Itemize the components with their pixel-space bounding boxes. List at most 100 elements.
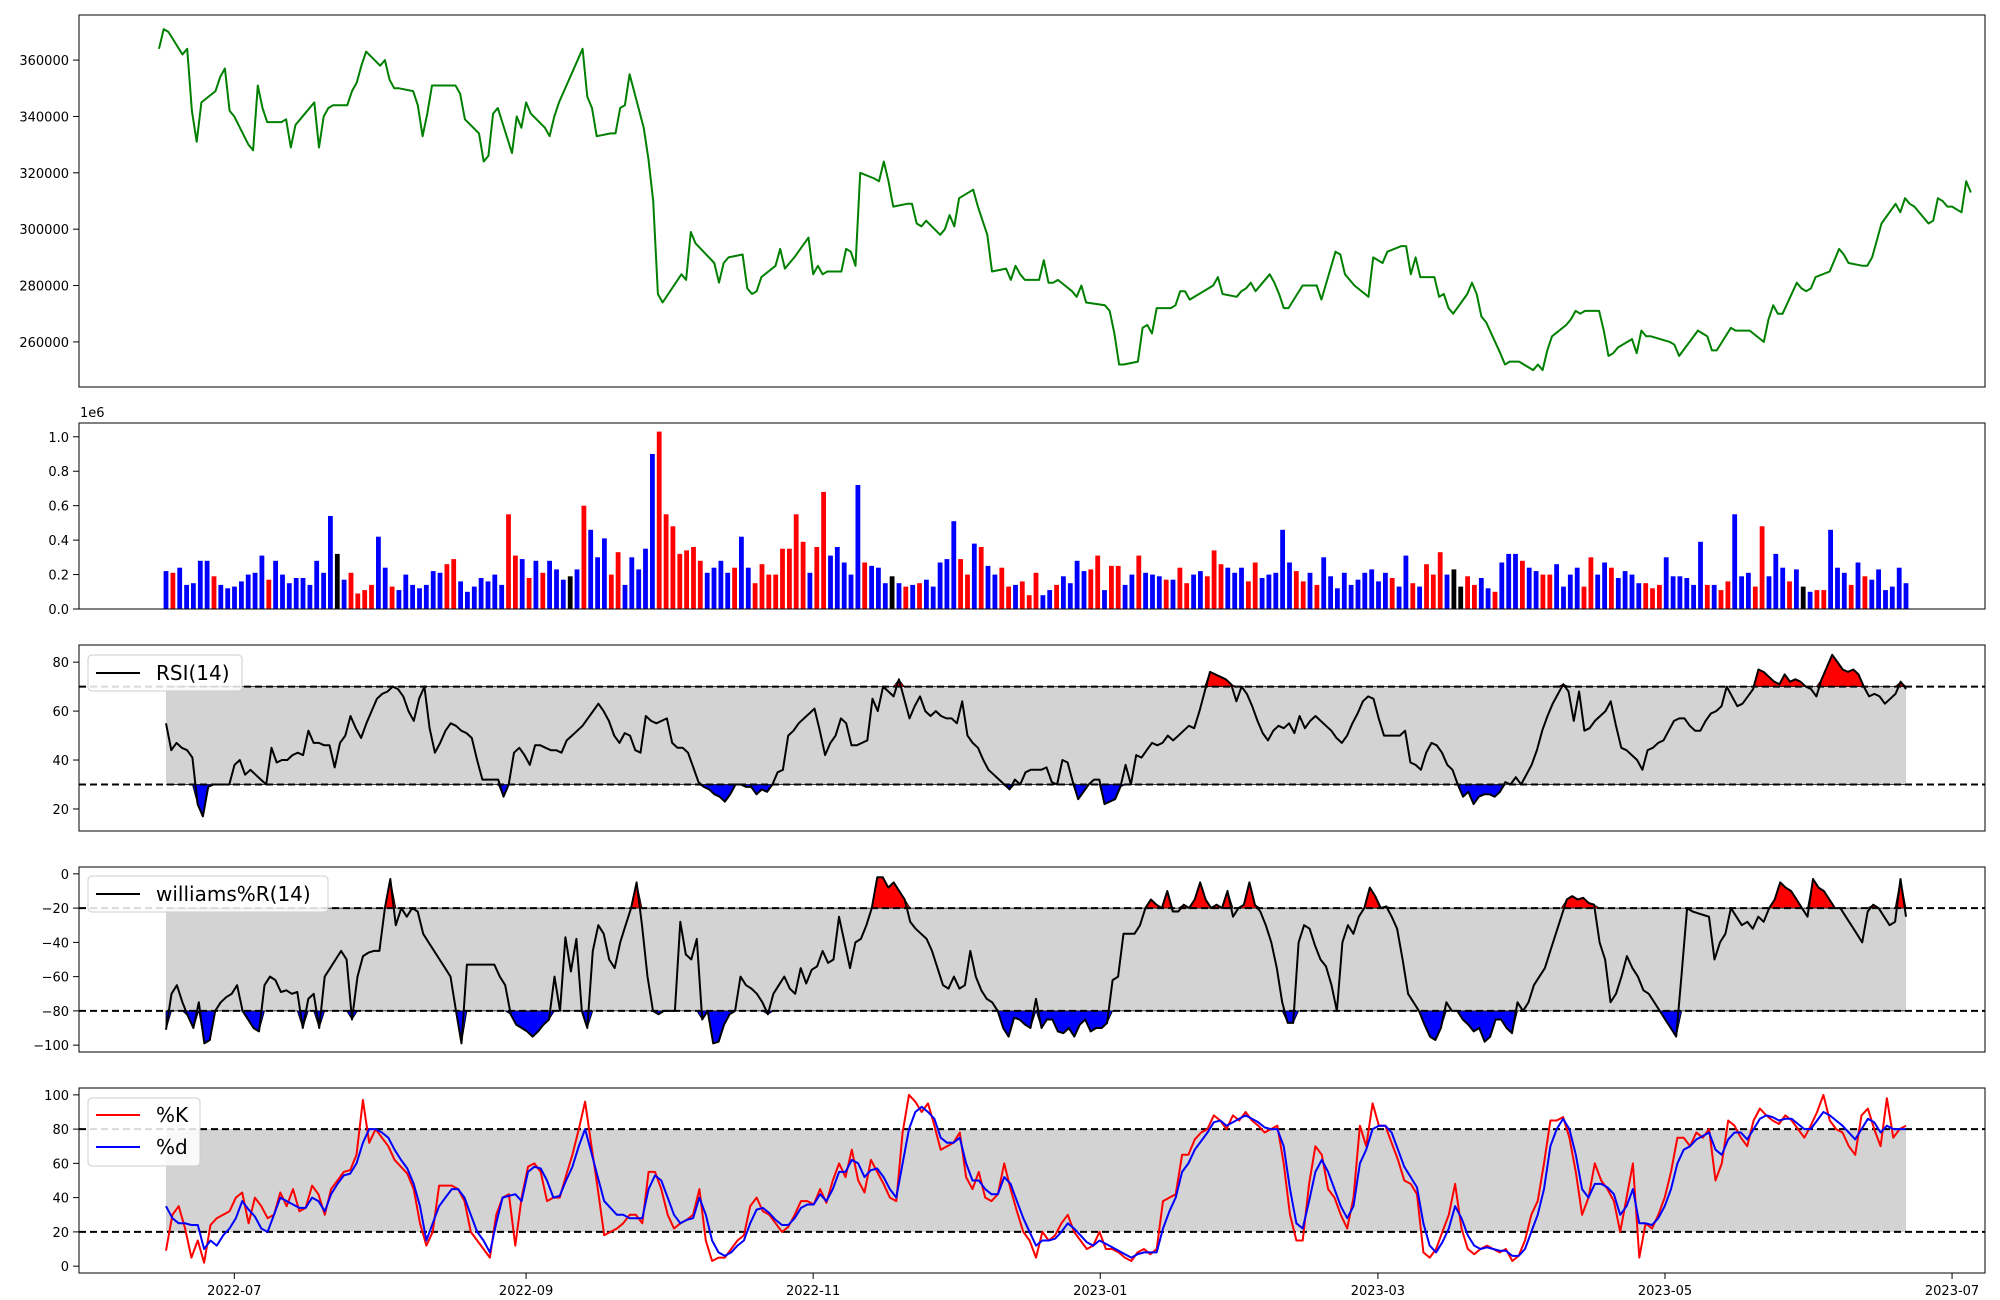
volume-y-tick-label: 0.6 xyxy=(48,500,69,515)
volume-bar xyxy=(1704,584,1710,609)
rsi-y-tick-label: 40 xyxy=(52,754,69,769)
volume-bar xyxy=(1636,583,1642,609)
rsi-y-tick-label: 60 xyxy=(52,705,69,720)
volume-bar xyxy=(1204,576,1210,609)
volume-bar xyxy=(382,567,388,609)
volume-bar xyxy=(1451,569,1457,609)
volume-bar xyxy=(1677,576,1683,609)
volume-bar xyxy=(1095,555,1101,609)
volume-bar xyxy=(862,562,868,609)
williams-y-tick-label: −100 xyxy=(33,1039,69,1054)
rsi-band xyxy=(166,686,1906,785)
williams-legend: williams%R(14) xyxy=(87,875,329,913)
volume-bar xyxy=(245,574,251,609)
volume-bar xyxy=(1006,586,1011,609)
volume-bar xyxy=(1574,567,1580,609)
volume-bar xyxy=(1862,576,1868,609)
volume-bar xyxy=(225,588,231,609)
volume-bar xyxy=(1341,572,1347,609)
volume-bar xyxy=(636,569,642,609)
volume-bar xyxy=(499,584,505,609)
volume-bar xyxy=(259,555,265,609)
volume-bar xyxy=(1547,574,1553,609)
volume-bar xyxy=(1102,590,1107,609)
volume-bar xyxy=(1465,576,1470,609)
volume-bar xyxy=(1848,584,1854,609)
volume-bar xyxy=(581,505,587,609)
volume-bar xyxy=(999,567,1005,609)
volume-bar xyxy=(1389,578,1395,609)
volume-bar xyxy=(396,590,402,609)
volume-bar xyxy=(478,578,484,609)
rsi-panel: 20 40 60 80 RSI(14) xyxy=(52,644,1986,832)
volume-bar xyxy=(1218,564,1224,609)
volume-bar xyxy=(423,584,429,609)
volume-bar xyxy=(451,559,457,609)
volume-bar xyxy=(1513,553,1518,609)
volume-bar xyxy=(1622,571,1628,609)
volume-bar xyxy=(965,574,970,609)
x-tick-label: 2022-07 xyxy=(207,1284,261,1299)
volume-bar xyxy=(663,514,669,609)
volume-bar xyxy=(1376,581,1381,609)
volume-bar xyxy=(280,574,285,609)
volume-bar xyxy=(1410,583,1416,609)
volume-bar xyxy=(1054,584,1059,609)
volume-bar xyxy=(1472,584,1477,609)
volume-bar xyxy=(876,567,881,609)
volume-bar xyxy=(1307,572,1313,609)
stochastic-plot-area xyxy=(79,1093,1985,1264)
k-line xyxy=(165,1093,1907,1264)
volume-bar xyxy=(1109,565,1114,609)
volume-bar xyxy=(1067,583,1073,609)
volume-bar xyxy=(369,584,374,609)
volume-bar xyxy=(1718,590,1724,609)
x-tick-label: 2023-05 xyxy=(1638,1284,1692,1299)
stochastic-y-tick-label: 100 xyxy=(44,1089,69,1104)
volume-bar xyxy=(1259,578,1265,609)
volume-bar xyxy=(170,572,176,609)
volume-bar xyxy=(691,547,696,609)
volume-bar xyxy=(1081,571,1087,609)
williams-y-axis: −100 −80 −60 −40 −20 0 xyxy=(33,868,79,1054)
williams-y-tick-label: 0 xyxy=(61,868,69,883)
volume-bar xyxy=(1362,572,1368,609)
volume-bar xyxy=(1122,584,1128,609)
volume-bar xyxy=(985,565,991,609)
volume-bar xyxy=(1814,590,1820,609)
volume-y-tick-label: 1.0 xyxy=(48,431,69,446)
price-y-tick-label: 280000 xyxy=(19,280,69,295)
volume-bar xyxy=(458,581,463,609)
volume-bar xyxy=(643,548,648,609)
volume-bar xyxy=(286,583,292,609)
volume-bar xyxy=(1752,586,1758,609)
price-panel: 260000 280000 300000 320000 340000 360000 xyxy=(19,14,1986,388)
volume-bar xyxy=(403,574,409,609)
d-line xyxy=(165,1105,1906,1259)
volume-bar xyxy=(1430,574,1436,609)
volume-bar xyxy=(177,567,183,609)
price-y-tick-label: 340000 xyxy=(19,110,69,125)
volume-bar xyxy=(718,560,724,609)
volume-bar xyxy=(615,552,621,609)
volume-frame xyxy=(78,422,1986,610)
volume-bar xyxy=(656,431,662,609)
volume-bar xyxy=(273,560,278,609)
volume-bar xyxy=(1807,591,1813,609)
volume-bar xyxy=(1156,576,1162,609)
volume-bar xyxy=(1047,590,1053,609)
volume-bar xyxy=(1554,564,1559,609)
williams-legend-label: williams%R(14) xyxy=(156,882,311,906)
price-line xyxy=(158,28,1972,372)
volume-bar xyxy=(1841,572,1847,609)
volume-bar xyxy=(930,586,936,609)
volume-bar xyxy=(1143,572,1148,609)
rsi-plot-area xyxy=(79,653,1985,818)
volume-bar xyxy=(1239,567,1244,609)
volume-bar xyxy=(1567,574,1573,609)
volume-bar xyxy=(1040,595,1046,609)
price-y-tick-label: 320000 xyxy=(19,167,69,182)
volume-bar xyxy=(1746,572,1751,609)
volume-bar xyxy=(321,572,326,609)
volume-bar xyxy=(1526,567,1532,609)
